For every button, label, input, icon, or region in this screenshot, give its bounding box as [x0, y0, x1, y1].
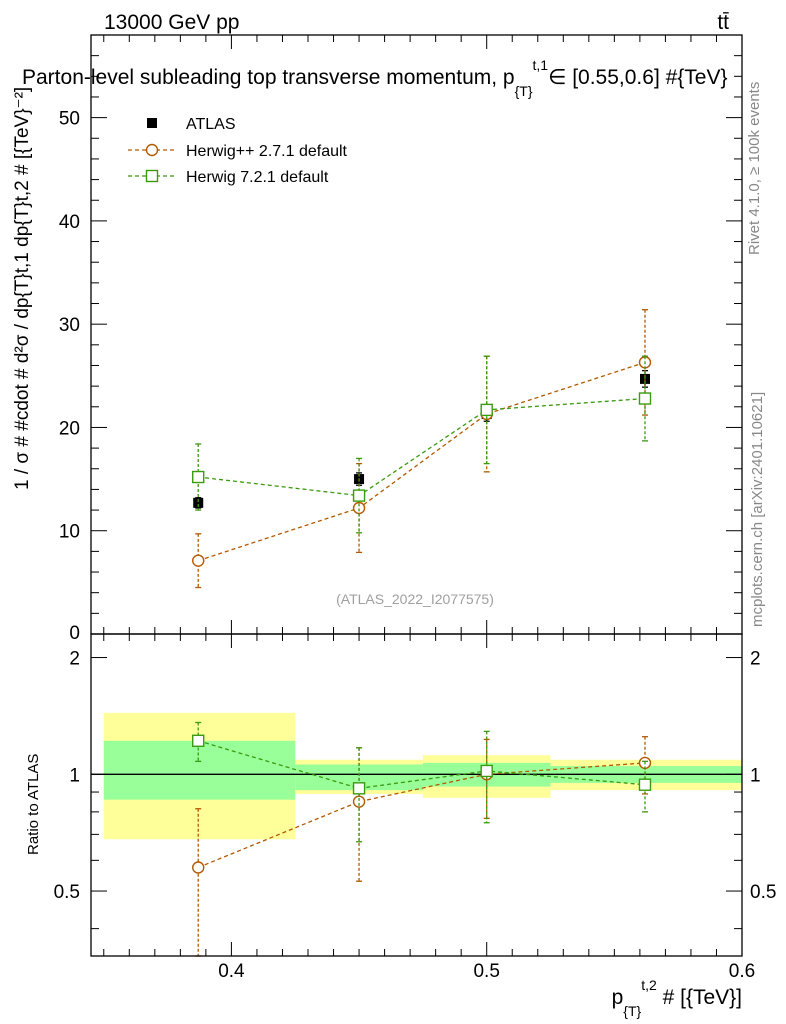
y-tick-label-ratio: 2 — [69, 649, 80, 670]
y-tick-label-main: 10 — [59, 522, 80, 543]
point-ratio-hpp — [352, 795, 366, 808]
line-main-hpp — [198, 361, 646, 562]
y-tick-label-main: 50 — [59, 109, 80, 130]
plot-title-tail: ∈ [0.55,0.6] #{TeV} — [548, 66, 727, 89]
mcplots-label: mcplots.cern.ch [arXiv:2401.10621] — [749, 392, 766, 627]
point-ratio-hpp — [192, 861, 205, 874]
legend-h7-label: Herwig 7.2.1 default — [186, 169, 329, 186]
ratio-panel-frame — [90, 633, 743, 957]
legend-h7-marker — [145, 169, 159, 183]
data-series — [192, 309, 652, 957]
y-axis-label-main: 1 / σ # #cdot # d²σ / dp{T}t,1 dp{T}t,2 … — [12, 87, 33, 490]
point-main-h7 — [638, 392, 652, 405]
plot-title-main: Parton-level subleading top transverse m… — [22, 66, 515, 89]
legend-atlas-marker — [147, 118, 157, 128]
y-tick-label-main: 30 — [59, 315, 80, 336]
legend-atlas-label: ATLAS — [186, 116, 236, 133]
ratio-band-inner-0 — [103, 740, 296, 800]
header-collision: 13000 GeV pp — [104, 11, 239, 34]
x-tick-label: 0.5 — [473, 961, 499, 982]
line-ratio-h7 — [198, 740, 646, 789]
point-main-hpp — [192, 554, 205, 567]
point-main-h7 — [192, 470, 205, 484]
y-tick-label-main: 20 — [59, 418, 80, 439]
point-ratio-h7 — [480, 764, 493, 778]
y-tick-label-ratio-right: 2 — [750, 649, 761, 670]
analysis-watermark: (ATLAS_2022_I2077575) — [336, 591, 494, 607]
plot-title-sub: {T} — [515, 83, 533, 99]
legend-hpp-label: Herwig++ 2.7.1 default — [186, 143, 348, 160]
plot-title: Parton-level subleading top transverse m… — [22, 57, 728, 99]
point-ratio-h7 — [352, 782, 366, 795]
y-tick-label-ratio: 0.5 — [54, 882, 80, 903]
point-ratio-h7 — [192, 734, 205, 747]
plot-title-sup: t,1 — [533, 57, 549, 73]
axis-ticks: 0.4 0.5 0.6 10 20 30 40 50 0 0.5 0.5 1 1 2 2 — [54, 34, 776, 982]
x-tick-label: 0.6 — [729, 961, 755, 982]
legend: ATLAS Herwig++ 2.7.1 default Herwig 7.2.… — [128, 116, 348, 186]
x-axis-label-sub: {T} — [623, 1003, 641, 1019]
y-axis-label-ratio: Ratio to ATLAS — [25, 754, 42, 855]
plot-frames — [90, 34, 743, 957]
x-axis-label-tail: # [{TeV}] — [657, 986, 742, 1009]
rivet-version-label: Rivet 4.1.0, ≥ 100k events — [746, 82, 763, 255]
point-ratio-h7 — [638, 778, 652, 791]
line-main-h7 — [198, 397, 646, 497]
y-tick-label-main: 40 — [59, 212, 80, 233]
y-tick-label-ratio: 1 — [69, 765, 80, 786]
ratio-uncertainty-bands — [103, 712, 742, 840]
point-main-h7 — [352, 489, 366, 502]
y-tick-label-ratio-right: 0.5 — [750, 882, 776, 903]
point-main-h7 — [480, 403, 493, 417]
y-tick-label-ratio-right: 1 — [750, 765, 761, 786]
x-axis-label-sup: t,2 — [641, 977, 657, 993]
x-axis-label-main: p — [612, 986, 624, 1009]
point-main-atlas — [193, 497, 204, 508]
y-tick-label-main-zero: 0 — [69, 623, 80, 644]
legend-hpp-marker — [145, 143, 159, 157]
x-tick-label: 0.4 — [218, 961, 245, 982]
header-process: tt̄ — [717, 11, 729, 34]
line-ratio-hpp — [197, 762, 646, 869]
x-axis-label: p{T}t,2 # [{TeV}] — [612, 977, 742, 1019]
